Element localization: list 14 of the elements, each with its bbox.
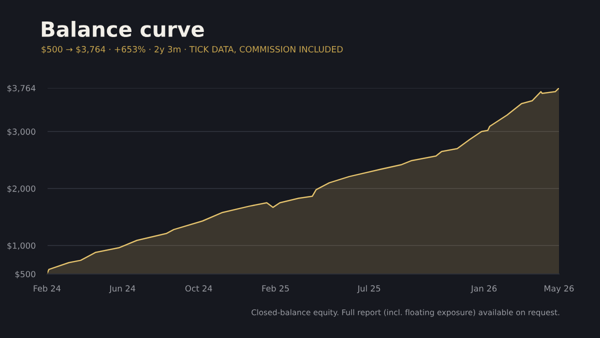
y-tick-label: $1,000 xyxy=(7,242,36,250)
y-tick-label: $2,000 xyxy=(7,185,36,193)
chart-subtitle: $500 → $3,764 · +653% · 2y 3m · TICK DATA, COMMISSION INCLUDED xyxy=(42,46,343,54)
x-tick-label: Feb 25 xyxy=(262,285,289,292)
x-tick-label: Oct 24 xyxy=(185,285,212,292)
x-tick-label: Jul 25 xyxy=(357,285,380,294)
x-tick-label: Jun 24 xyxy=(108,285,136,294)
x-tick-label: Feb 24 xyxy=(34,285,61,292)
y-tick-label: $3,000 xyxy=(7,128,36,136)
y-tick-label: $500 xyxy=(15,270,36,278)
chart-title: Balance curve xyxy=(42,20,204,38)
x-tick-label: May 26 xyxy=(544,285,574,294)
x-tick-label: Jan 26 xyxy=(470,285,497,294)
y-tick-label: $3,764 xyxy=(7,84,36,92)
